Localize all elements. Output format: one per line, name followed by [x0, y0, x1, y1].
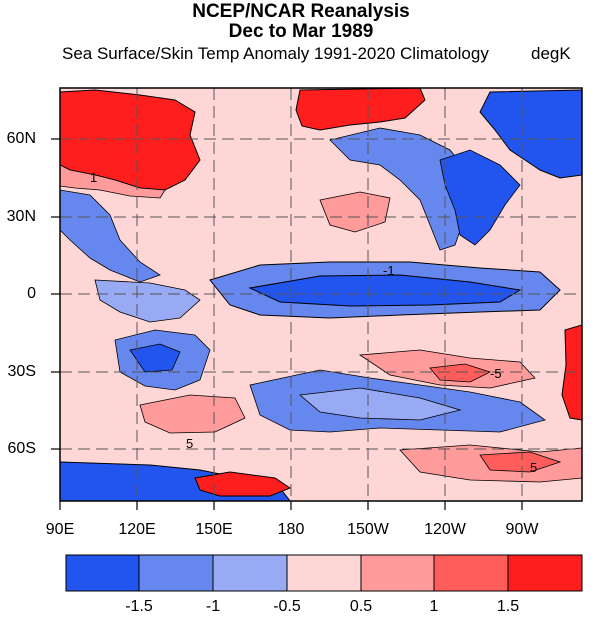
gridlines — [60, 88, 582, 501]
contour-label-5: 5 — [530, 460, 537, 475]
contour-label-1: -1 — [383, 263, 395, 278]
cold-region-equatorial-core — [248, 274, 522, 307]
colorbar-label-2: -1 — [205, 598, 221, 615]
colorbar-box-3 — [212, 554, 288, 592]
cold-region-south-pacific-inner — [299, 387, 462, 421]
warm-region-south-indian — [139, 394, 246, 434]
colorbar-box-5 — [360, 554, 435, 592]
lat-label-60n: 60N — [6, 130, 36, 147]
lon-label-180: 180 — [277, 521, 305, 538]
colorbar-label-4: 0.5 — [349, 598, 373, 615]
lat-label-30s: 30S — [7, 363, 36, 380]
colorbar-box-6 — [433, 554, 509, 592]
lat-label-0: 0 — [27, 285, 36, 302]
lat-label-60s: 60S — [7, 440, 36, 457]
lon-label-150w: 150W — [347, 521, 389, 538]
cold-region-australia-core — [129, 343, 181, 373]
title-line2: Dec to Mar 1989 — [228, 21, 374, 42]
lon-label-90w: 90W — [505, 521, 539, 538]
title-line1: NCEP/NCAR Reanalysis — [192, 1, 410, 22]
colorbar-label-3: -0.5 — [273, 598, 301, 615]
colorbar-box-2 — [138, 554, 214, 592]
colorbar — [65, 554, 583, 592]
colorbar-box-7 — [507, 554, 583, 592]
cold-region-north-america — [479, 89, 582, 179]
contour-label-3: -5 — [490, 366, 502, 381]
subtitle: Sea Surface/Skin Temp Anomaly 1991-2020 … — [62, 44, 489, 63]
lat-label-30n: 30N — [6, 208, 36, 225]
colorbar-box-4 — [286, 554, 362, 592]
units-label: degK — [531, 44, 571, 63]
contour-label-2: 1 — [90, 170, 97, 185]
lon-label-120e: 120E — [118, 521, 156, 538]
warm-region-ross-sea — [194, 471, 292, 497]
cold-region-west-pacific — [60, 189, 161, 283]
anomaly-field — [60, 88, 582, 501]
lon-label-120w: 120W — [424, 521, 466, 538]
cold-region-ne-pacific — [439, 149, 521, 246]
warm-region-siberia-edge — [60, 164, 166, 199]
lon-label-150e: 150E — [195, 521, 233, 538]
colorbar-label-6: 1.5 — [496, 598, 520, 615]
colorbar-box-1 — [65, 554, 140, 592]
cold-region-north-pacific — [329, 127, 471, 251]
lon-label-90e: 90E — [45, 521, 75, 538]
warm-region-central-pacific — [319, 191, 391, 233]
colorbar-label-5: 1 — [429, 598, 439, 615]
colorbar-label-1: -1.5 — [125, 598, 153, 615]
contour-label-4: 5 — [186, 436, 193, 451]
warm-region-arctic — [295, 88, 426, 131]
cold-region-maritime — [94, 279, 201, 323]
axis-ticks — [51, 138, 523, 510]
